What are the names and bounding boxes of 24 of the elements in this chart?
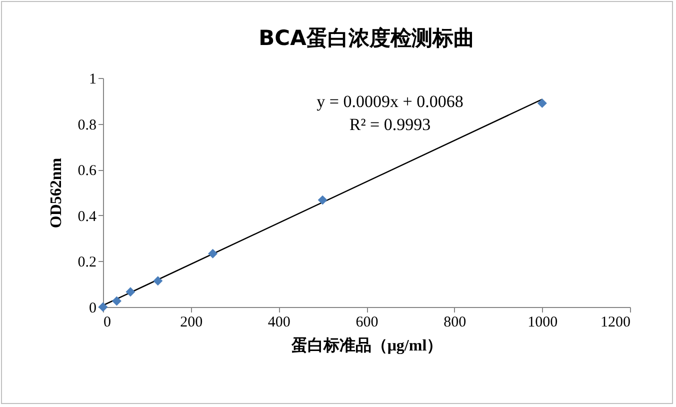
x-axis-title: 蛋白标准品（μg/ml） (290, 336, 443, 354)
y-tick-label: 0.6 (78, 163, 97, 180)
annotation: R² = 0.9993 (349, 115, 431, 134)
y-tick-label: 0.2 (78, 254, 96, 271)
point (537, 98, 547, 108)
point (126, 287, 136, 297)
x-tick-label: 0 (104, 314, 111, 330)
point (208, 248, 218, 258)
x-tick-label: 200 (180, 314, 203, 330)
y-tick-label: 0.8 (78, 117, 96, 134)
x-tick-label: 400 (268, 314, 290, 330)
point (153, 276, 163, 286)
y-tick-label: 0 (89, 300, 96, 316)
y-tick-label: 1 (89, 72, 96, 88)
annotation: y = 0.0009x + 0.0068 (316, 92, 464, 111)
x-tick-label: 800 (444, 314, 466, 330)
x-tick-label: 1200 (600, 314, 630, 330)
point (112, 296, 122, 306)
x-tick-label: 600 (356, 314, 378, 330)
y-axis-title: OD562nm (48, 157, 65, 228)
chart-title: BCA蛋白浓度检测标曲 (258, 26, 474, 50)
x-tick-label: 1000 (528, 314, 558, 330)
point (318, 195, 328, 205)
y-tick-label: 0.4 (78, 208, 97, 225)
